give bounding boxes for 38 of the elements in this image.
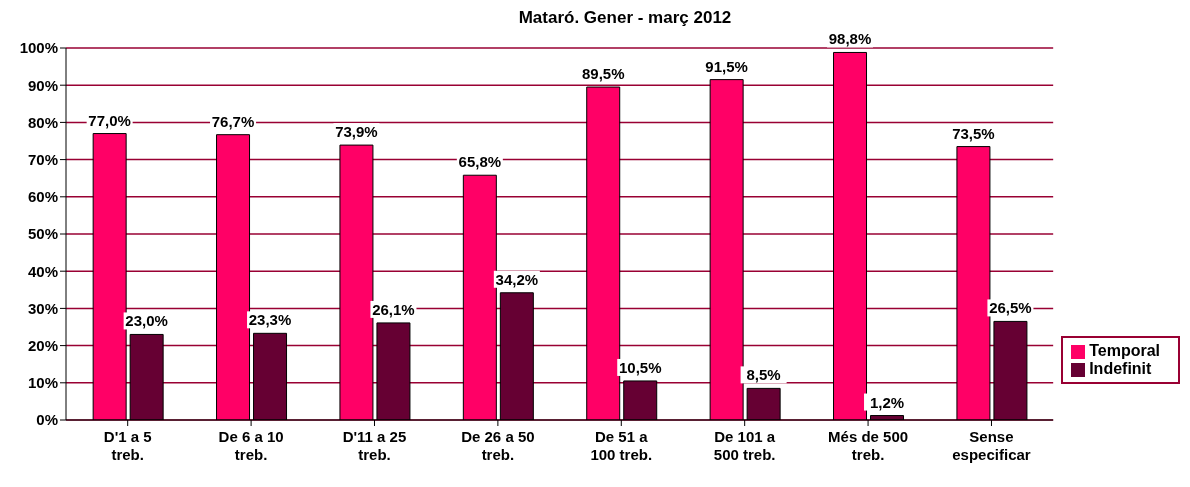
data-label: 34,2%: [495, 270, 539, 288]
y-tick-label: 80%: [27, 113, 58, 131]
x-tick-label: De 6 a 10 treb.: [218, 428, 284, 463]
data-label: 10,5%: [618, 358, 662, 376]
y-tick-label: 20%: [27, 336, 58, 354]
data-label: 23,0%: [125, 312, 168, 330]
data-label: 8,5%: [746, 366, 781, 384]
x-tick-label: Sense especificar: [952, 428, 1031, 463]
data-label: 73,9%: [335, 123, 378, 141]
y-tick-label: 70%: [27, 150, 58, 168]
y-tick-label: 30%: [27, 299, 58, 317]
x-tick-label: De 26 a 50 treb.: [461, 428, 535, 463]
chart-title: Mataró. Gener - març 2012: [517, 8, 733, 29]
data-label: 26,1%: [372, 300, 415, 318]
data-label: 73,5%: [952, 124, 995, 142]
data-label: 76,7%: [211, 112, 255, 130]
x-tick-label: D'11 a 25 treb.: [342, 428, 407, 463]
x-tick-label: D'1 a 5 treb.: [103, 428, 152, 463]
x-tick-label: De 51 a 100 treb.: [590, 428, 653, 463]
data-label: 26,5%: [989, 299, 1032, 317]
data-label: 1,2%: [869, 393, 905, 411]
y-tick-label: 10%: [27, 374, 58, 392]
y-tick-label: 50%: [27, 225, 58, 243]
data-label: 89,5%: [581, 65, 625, 83]
legend-label: Indefinit: [1089, 360, 1152, 377]
y-tick-label: 60%: [27, 188, 58, 206]
x-tick-label: Més de 500 treb.: [828, 428, 909, 463]
data-label: 65,8%: [458, 153, 502, 171]
y-tick-label: 100%: [19, 39, 58, 57]
y-tick-label: 40%: [27, 262, 58, 280]
x-tick-label: De 101 a 500 treb.: [713, 428, 776, 463]
legend-label: Temporal: [1089, 342, 1160, 359]
data-label: 77,0%: [88, 111, 131, 129]
data-label: 98,8%: [828, 30, 872, 48]
y-tick-label: 0%: [36, 411, 58, 429]
data-label: 23,3%: [248, 311, 292, 329]
y-tick-label: 90%: [27, 76, 58, 94]
data-label: 91,5%: [705, 57, 748, 75]
